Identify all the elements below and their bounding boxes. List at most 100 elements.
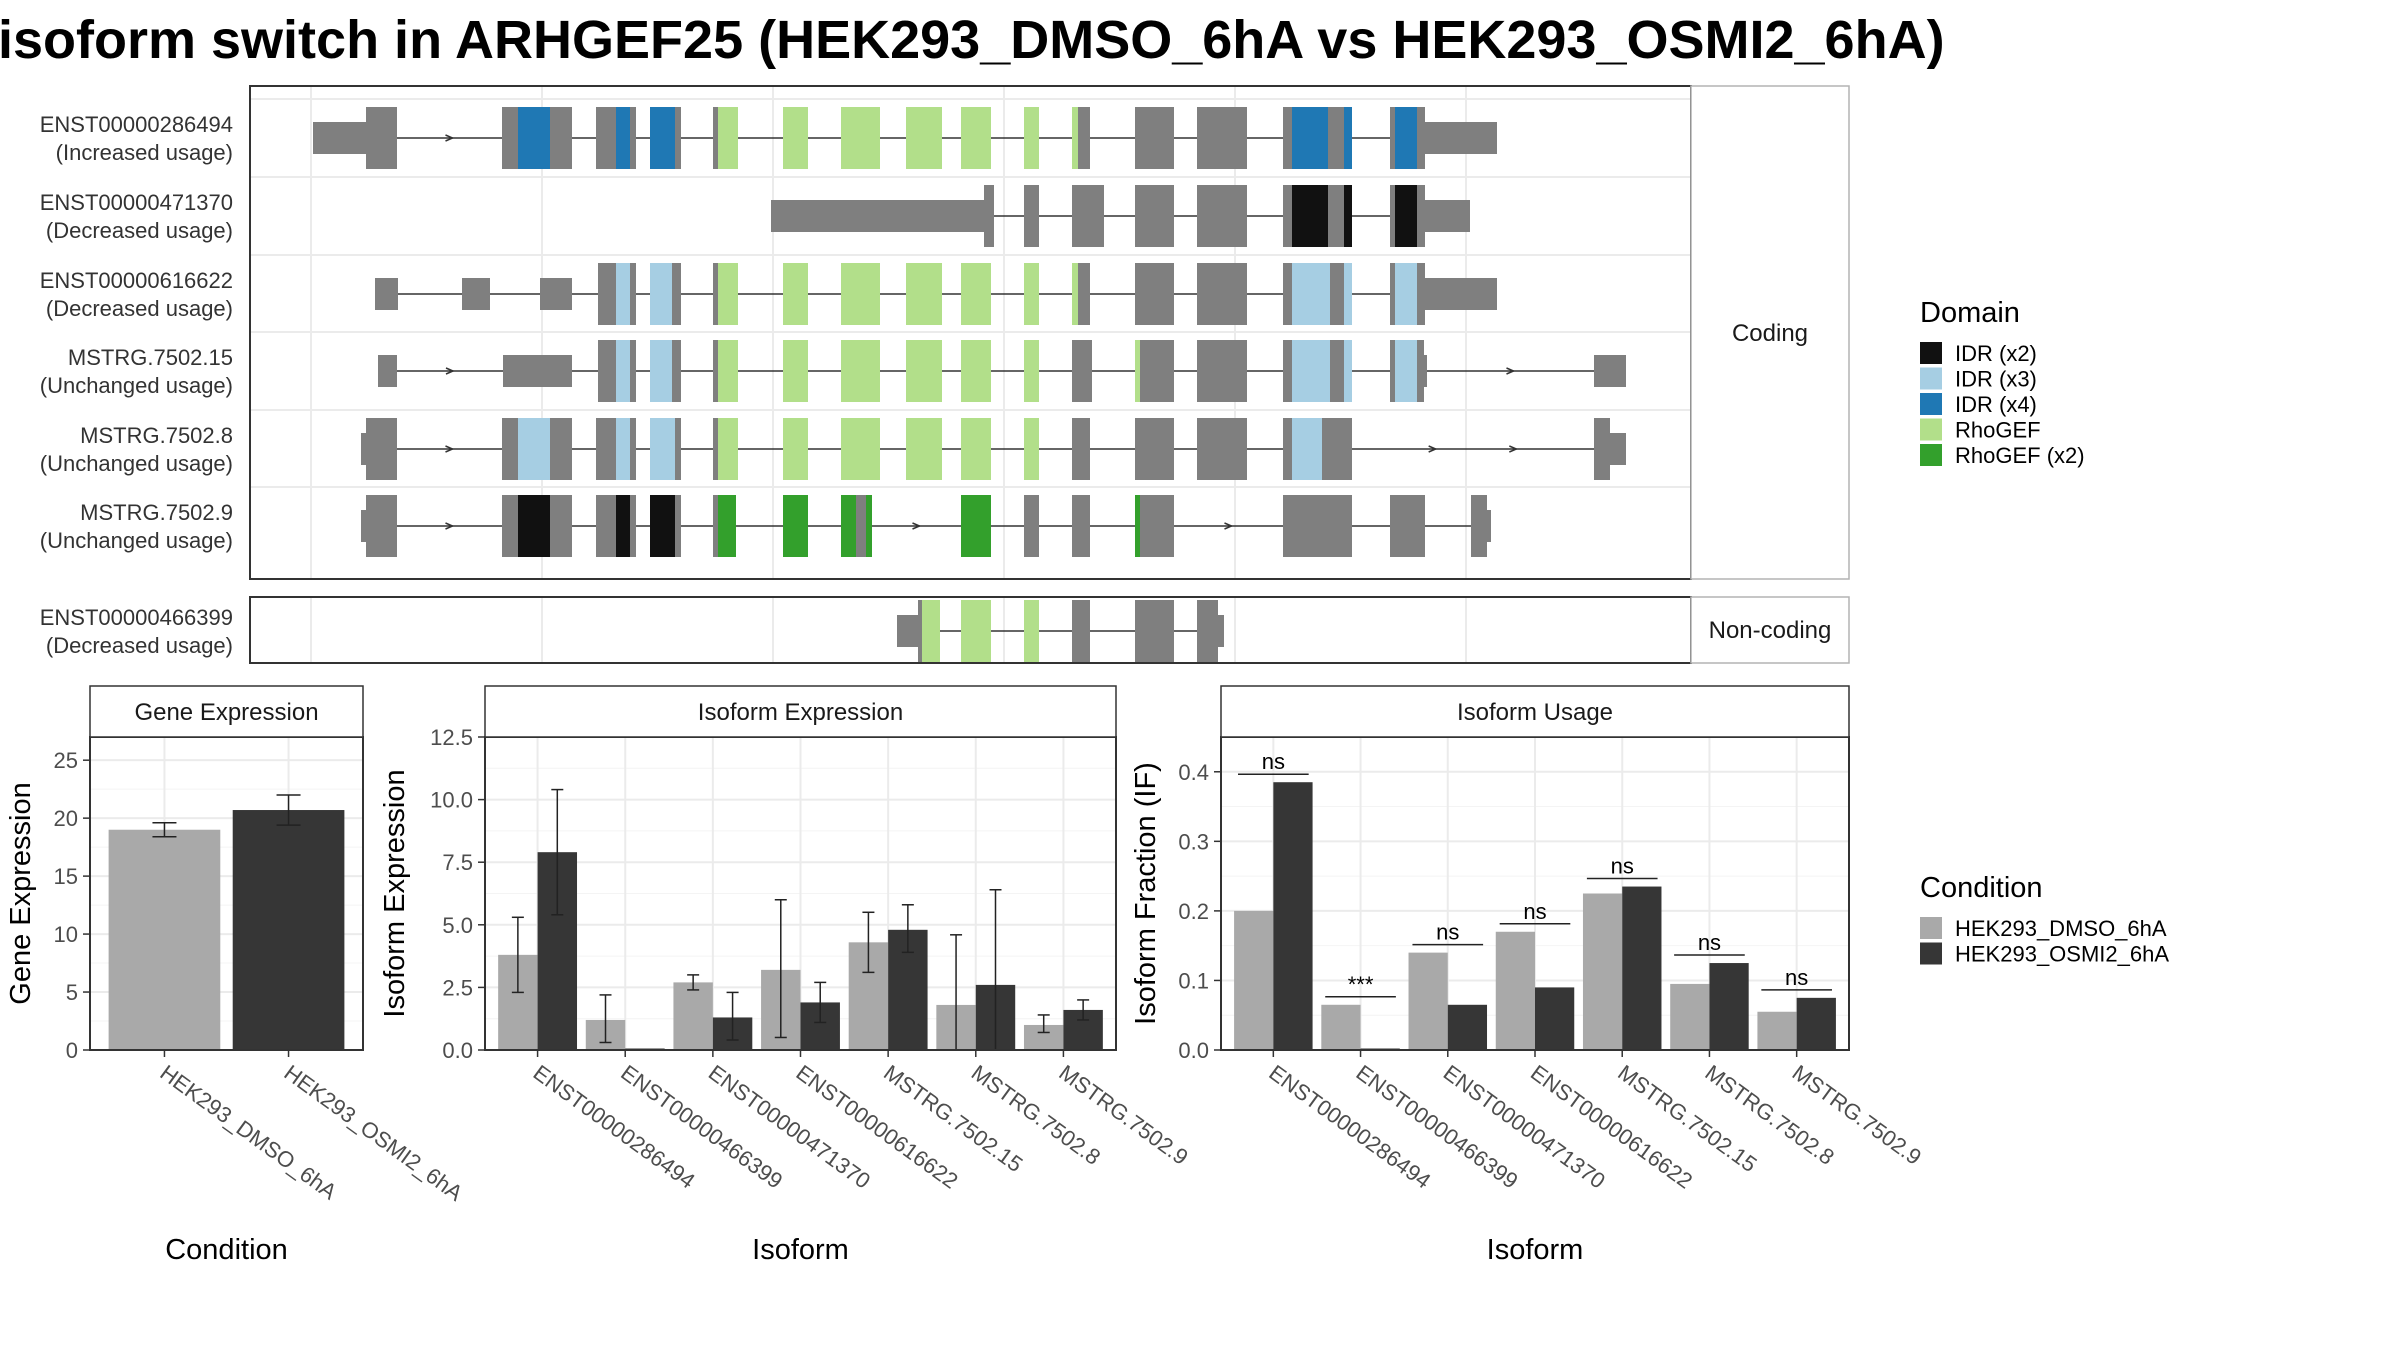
facet-label-noncoding: Non-coding [1709,617,1832,644]
y-tick-label: 0.2 [1178,899,1209,924]
exon-block [616,263,630,325]
exon-block [598,340,616,402]
exon-block [375,278,398,310]
exon-block [650,418,675,480]
x-tick-label: ENST00000466399 [616,1060,787,1194]
exon-block [550,495,572,557]
y-tick-label: 20 [54,806,78,831]
x-axis-title: Isoform [1487,1234,1584,1266]
exon-block [616,418,630,480]
exon-block [650,495,675,557]
exon-block [502,107,518,169]
exon-block [1072,185,1104,247]
domain-legend-label: IDR (x2) [1955,341,2037,366]
exon-block [596,107,616,169]
domain-legend-label: IDR (x4) [1955,392,2037,417]
exon-block [1322,418,1352,480]
exon-block [361,433,366,465]
exon-block [540,278,572,310]
exon-block [1135,600,1174,662]
exon-block [1417,107,1425,169]
exon-block [1135,340,1140,402]
exon-block [906,107,942,169]
exon-block [1135,263,1174,325]
exon-block [1594,418,1610,480]
exon-block [783,418,808,480]
exon-block [713,263,718,325]
exon-block [1072,495,1090,557]
exon-block [1292,418,1322,480]
exon-block [1283,340,1292,402]
exon-block [841,495,856,557]
transcript-id-label: MSTRG.7502.9 [80,500,233,525]
y-tick-label: 15 [54,864,78,889]
exon-block [866,495,872,557]
condition-legend-key [1920,942,1942,965]
exon-block [961,495,991,557]
y-tick-label: 25 [54,748,78,773]
exon-block [961,600,991,662]
exon-block [1390,340,1395,402]
intron-arrow [1428,445,1438,453]
bar-osmi2 [1447,1004,1488,1050]
exon-block [1292,340,1330,402]
domain-legend-key [1920,444,1942,466]
exon-block [1135,107,1174,169]
exon-block [922,600,940,662]
exon-block [906,263,942,325]
exon-block [1328,107,1344,169]
exon-block [961,263,991,325]
transcript-id-label: ENST00000616622 [40,268,233,293]
condition-legend-label: HEK293_DMSO_6hA [1955,916,2167,941]
transcript-id-label: ENST00000471370 [40,190,233,215]
exon-block [672,263,681,325]
transcript-usage-label: (Unchanged usage) [40,451,233,476]
exon-block [672,340,681,402]
facet-strip-noncoding [1690,596,1850,664]
intron-arrow [445,522,455,530]
exon-block [1395,107,1417,169]
exon-block [718,495,736,557]
transcript-usage-label: (Decreased usage) [46,218,233,243]
exon-block [675,418,681,480]
transcript-usage-label: (Unchanged usage) [40,528,233,553]
exon-block [783,495,808,557]
bar-panels: Gene Expression0510152025HEK293_DMSO_6hA… [5,685,1926,1266]
bar-osmi2 [1796,997,1836,1050]
exon-block [1197,185,1247,247]
transcript-structure-plot: Coding Non-coding ENST00000286494 (Increase… [40,85,1850,664]
transcript-id-label: ENST00000286494 [40,112,233,137]
exon-block [1072,107,1078,169]
domain-legend-label: RhoGEF [1955,418,2041,443]
exon-block [771,200,984,232]
exon-block [906,340,942,402]
transcript-id-label: MSTRG.7502.8 [80,423,233,448]
exon-block [1072,600,1090,662]
domain-legend-label: IDR (x3) [1955,367,2037,392]
exon-block [1487,510,1491,542]
exon-block [650,107,675,169]
y-tick-label: 0.0 [442,1038,473,1063]
exon-block [518,418,550,480]
x-tick-label: ENST00000286494 [1264,1060,1435,1194]
exon-block [630,107,636,169]
exon-block [713,495,718,557]
intron-arrow [1224,522,1234,530]
legends: Domain IDR (x2)IDR (x3)IDR (x4)RhoGEFRhoG… [1920,297,2169,967]
bar-dmso [1757,1011,1797,1050]
exon-block [984,185,994,247]
figure-title: isoform switch in ARHGEF25 (HEK293_DMSO_… [0,10,1945,70]
y-axis-title: Isoform Expression [379,769,411,1017]
exon-block [598,263,616,325]
exon-block [650,340,672,402]
exon-block [361,510,366,542]
exon-block [718,263,738,325]
y-axis-title: Isoform Fraction (IF) [1130,762,1162,1025]
intron-arrow [1509,445,1519,453]
exon-block [1424,355,1427,387]
exon-block [518,107,550,169]
exon-block [366,418,397,480]
exon-block [1330,340,1344,402]
exon-block [616,495,630,557]
